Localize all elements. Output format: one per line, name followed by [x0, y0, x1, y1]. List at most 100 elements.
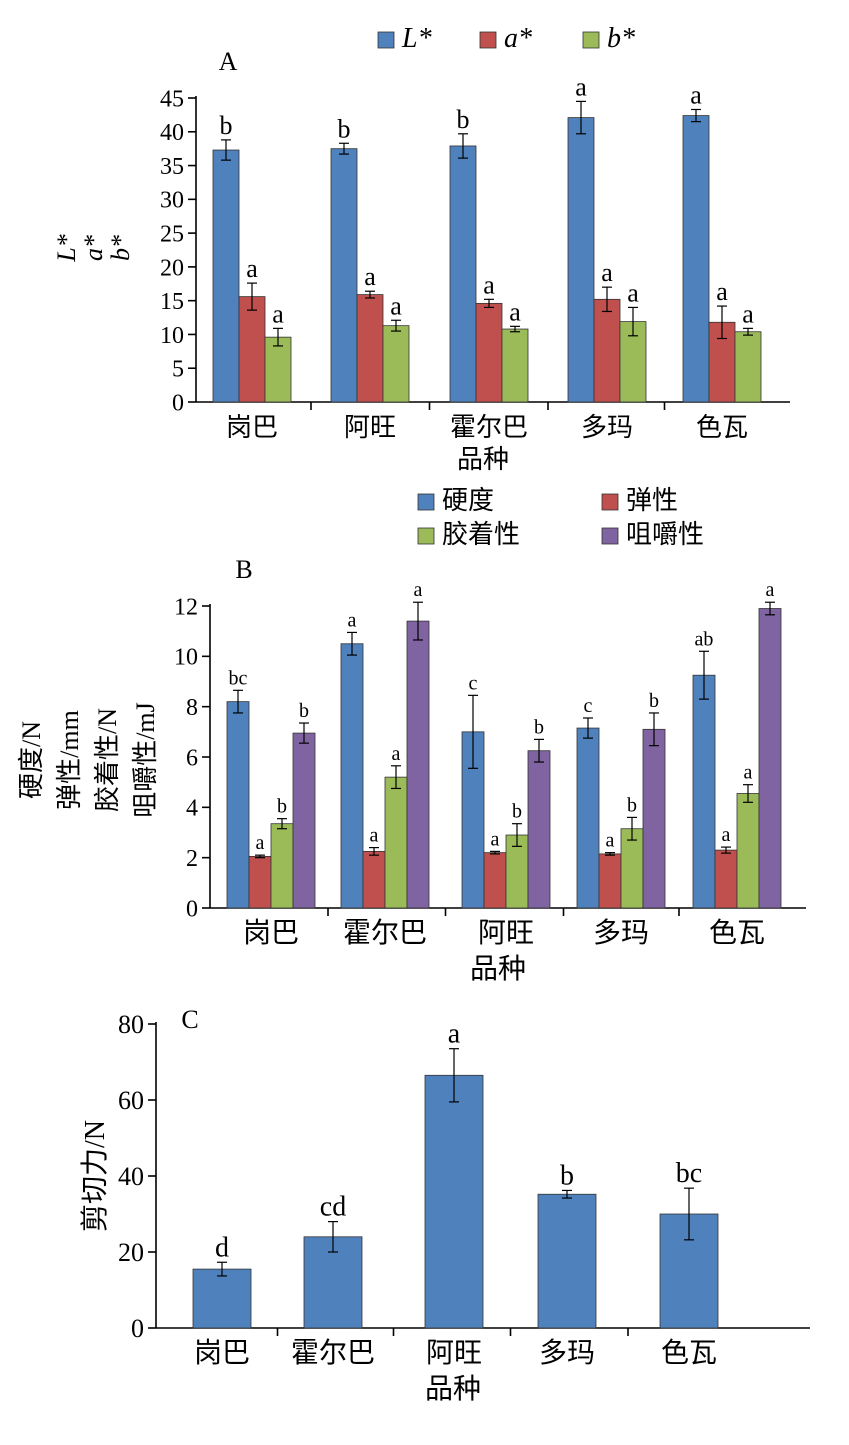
y-axis-label-line: 弹性/mm — [55, 710, 84, 810]
bar — [330, 148, 358, 403]
y-tick-label: 0 — [172, 390, 184, 416]
bar — [264, 336, 292, 403]
y-tick-label: 25 — [160, 222, 184, 248]
significance-label: a — [575, 72, 587, 101]
significance-label: b — [277, 796, 287, 818]
legend-swatch — [601, 527, 619, 545]
significance-label: a — [448, 1019, 461, 1050]
significance-label: a — [491, 828, 500, 850]
bar — [406, 620, 430, 909]
significance-label: a — [627, 278, 639, 307]
bar — [248, 856, 272, 909]
legend-label: b* — [607, 23, 635, 54]
y-tick-label: 10 — [160, 323, 184, 349]
legend-label: 硬度 — [442, 486, 494, 515]
significance-label: a — [348, 609, 357, 631]
y-axis-label-line: 胶着性/N — [93, 708, 122, 812]
significance-label: cd — [320, 1192, 346, 1223]
bar — [734, 331, 762, 403]
significance-label: a — [370, 825, 379, 847]
bar — [593, 298, 621, 403]
significance-label: a — [509, 297, 521, 326]
bar — [567, 117, 595, 403]
legend-swatch — [417, 527, 435, 545]
significance-label: a — [256, 832, 265, 854]
bar — [714, 849, 738, 909]
y-tick-label: 0 — [131, 1314, 144, 1343]
panel-label: A — [219, 47, 238, 76]
significance-label: a — [390, 291, 402, 320]
x-axis-label: 品种 — [457, 445, 509, 474]
bar — [362, 850, 386, 909]
significance-label: c — [469, 672, 478, 694]
significance-label: a — [392, 743, 401, 765]
significance-label: a — [722, 824, 731, 846]
bar — [692, 674, 716, 909]
y-tick-label: 15 — [160, 289, 184, 315]
legend-swatch — [479, 31, 497, 49]
x-tick-label: 阿旺 — [344, 413, 396, 442]
legend-swatch — [377, 31, 395, 49]
bar — [340, 643, 364, 909]
bar — [576, 727, 600, 909]
x-tick-label: 色瓦 — [661, 1337, 717, 1369]
y-tick-label: 60 — [118, 1086, 144, 1115]
legend-swatch — [601, 493, 619, 511]
significance-label: b — [627, 794, 637, 816]
panel-label: C — [181, 1005, 198, 1034]
y-tick-label: 5 — [172, 357, 184, 383]
x-tick-label: 霍尔巴 — [291, 1337, 375, 1369]
x-tick-label: 岗巴 — [226, 413, 278, 442]
significance-label: a — [716, 277, 728, 306]
legend-label: 胶着性 — [442, 520, 520, 549]
significance-label: b — [338, 114, 351, 143]
bar — [642, 728, 666, 909]
y-tick-label: 20 — [160, 255, 184, 281]
significance-label: a — [606, 830, 615, 852]
legend: L* a* b* — [377, 23, 635, 54]
x-axis-label: 品种 — [425, 1373, 481, 1405]
bar — [270, 823, 294, 909]
x-tick-label: 霍尔巴 — [450, 413, 528, 442]
y-tick-label: 40 — [118, 1162, 144, 1191]
bar — [682, 115, 710, 403]
legend-swatch — [582, 31, 600, 49]
significance-label: ab — [695, 628, 714, 650]
y-tick-label: 30 — [160, 188, 184, 214]
bar — [238, 296, 266, 403]
y-tick-label: 2 — [186, 846, 198, 872]
x-tick-label: 多玛 — [539, 1337, 595, 1369]
x-tick-label: 阿旺 — [426, 1338, 482, 1369]
significance-label: bc — [676, 1158, 702, 1189]
x-tick-label: 色瓦 — [696, 413, 748, 442]
bar — [226, 701, 250, 909]
significance-label: b — [299, 700, 309, 722]
bar — [483, 852, 507, 909]
significance-label: b — [649, 690, 659, 712]
bar — [527, 750, 551, 909]
bar — [356, 294, 384, 403]
y-axis-label: 硬度/N 弹性/mm 胶着性/N 咀嚼性/mJ — [17, 702, 160, 818]
x-tick-label: 霍尔巴 — [343, 917, 427, 949]
y-axis-label-line: b* — [106, 235, 135, 261]
significance-label: b — [457, 105, 470, 134]
y-axis-label: 剪切力/N — [79, 1120, 111, 1232]
y-tick-label: 20 — [118, 1238, 144, 1267]
legend-label: L* — [401, 23, 432, 54]
legend-label: a* — [504, 23, 532, 54]
legend-label: 咀嚼性 — [626, 520, 704, 549]
bar — [212, 149, 240, 403]
y-tick-label: 12 — [174, 594, 198, 620]
y-tick-label: 4 — [186, 796, 198, 822]
x-tick-label: 多玛 — [581, 413, 633, 442]
bar — [384, 776, 408, 909]
significance-label: d — [215, 1232, 229, 1263]
y-tick-label: 40 — [160, 120, 184, 146]
y-tick-label: 0 — [186, 896, 198, 922]
significance-label: a — [272, 299, 284, 328]
x-tick-label: 岗巴 — [243, 917, 299, 949]
